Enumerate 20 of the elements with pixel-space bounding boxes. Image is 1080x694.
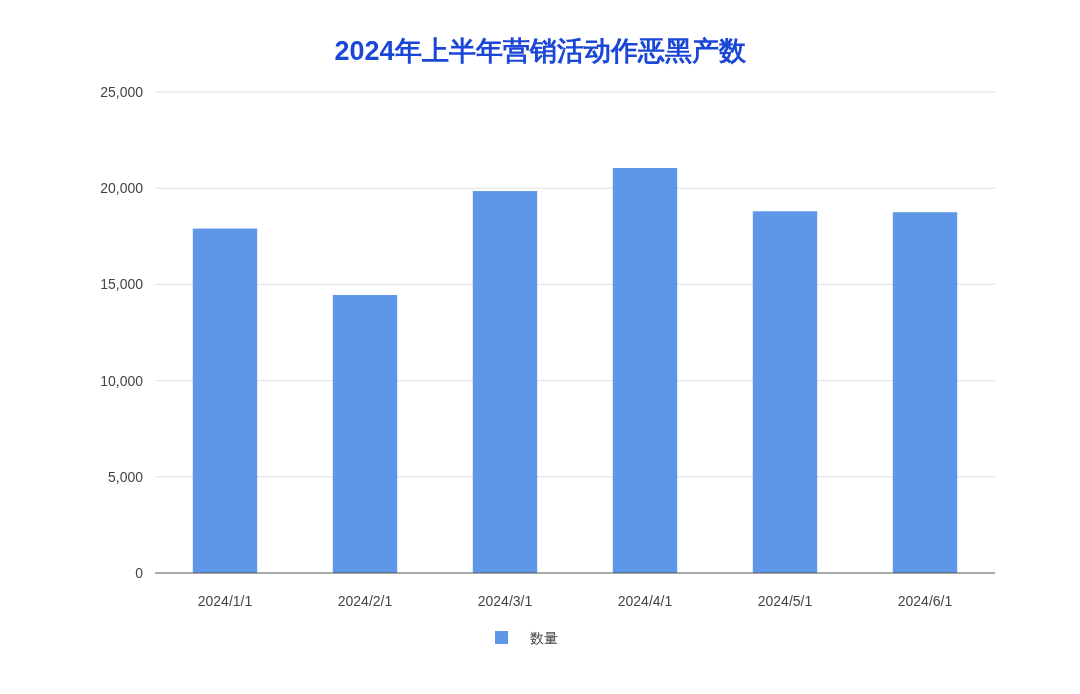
chart-title: 2024年上半年营销活动作恶黑产数 [334, 36, 747, 66]
x-tick-label: 2024/1/1 [197, 593, 253, 609]
x-tick-label: 2024/4/1 [617, 593, 673, 609]
bar [752, 211, 818, 573]
legend-label: 数量 [530, 630, 558, 646]
y-tick-label: 20,000 [100, 180, 144, 197]
y-tick-label: 15,000 [100, 276, 144, 293]
y-tick-label: 10,000 [100, 372, 144, 389]
bar [612, 168, 678, 573]
bar [332, 294, 398, 573]
bar [472, 191, 538, 573]
x-tick-label: 2024/6/1 [897, 593, 953, 609]
y-tick-label: 5,000 [107, 468, 144, 485]
y-tick-label: 0 [135, 565, 144, 581]
x-tick-label: 2024/3/1 [477, 593, 533, 609]
x-tick-label: 2024/5/1 [757, 593, 813, 609]
bar [192, 228, 258, 573]
y-tick-label: 25,000 [100, 84, 144, 100]
bar [892, 212, 958, 573]
x-tick-label: 2024/2/1 [337, 593, 393, 609]
